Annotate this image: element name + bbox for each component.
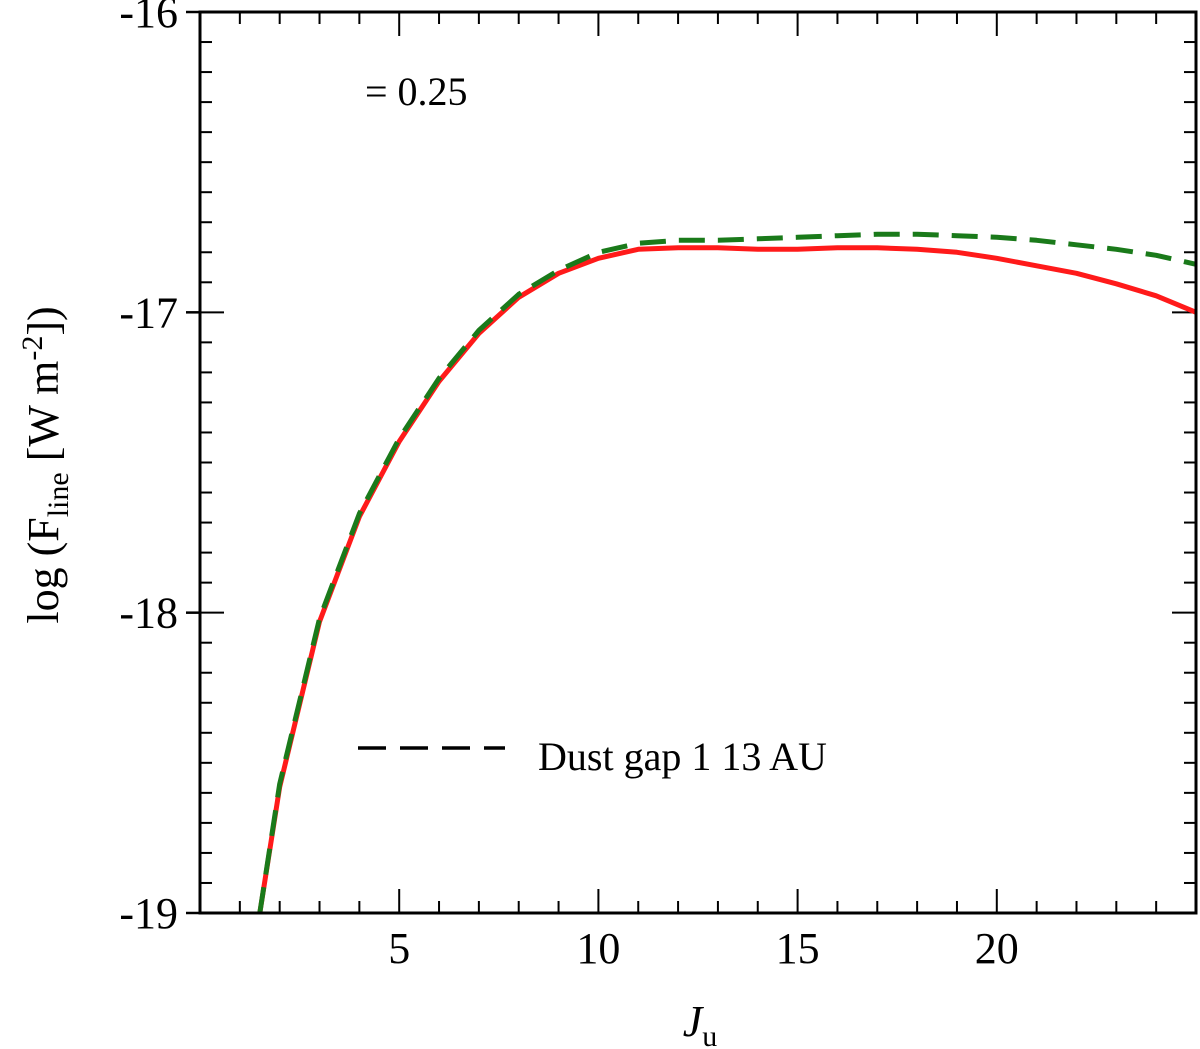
annotation-text: = 0.25: [365, 69, 468, 114]
legend-entry-dust-gap: Dust gap 1 13 AU: [538, 734, 827, 779]
y-tick-label: -18: [119, 589, 178, 638]
x-tick-label: 15: [776, 924, 820, 973]
y-tick-label: -16: [119, 0, 178, 37]
x-tick-label: 5: [388, 924, 410, 973]
legend: Dust gap 1 13 AU: [358, 734, 827, 779]
y-tick-label: -17: [119, 288, 178, 337]
y-tick-label: -19: [119, 889, 178, 938]
series-layer: [257, 231, 1197, 914]
y-axis-label: log (Fline [W m-2]): [16, 306, 75, 623]
x-tick-label: 20: [975, 924, 1019, 973]
series-line-dust-gap: [257, 231, 1197, 914]
series-line-solid: [257, 245, 1197, 914]
tick-labels: 5 10 15 20 -19 -18 -17 -16: [119, 0, 1018, 973]
x-tick-label: 10: [576, 924, 620, 973]
tick-marks: [186, 10, 1196, 915]
plot-frame: [198, 10, 1198, 915]
x-axis-label: Ju: [683, 997, 718, 1049]
